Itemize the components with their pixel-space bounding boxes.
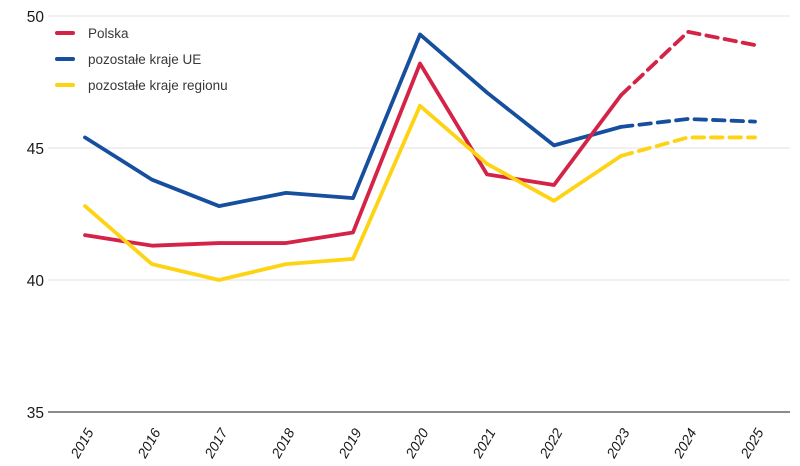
legend-label-pozostale-kraje-regionu: pozostałe kraje regionu	[88, 77, 228, 93]
series-line-polska-forecast	[619, 29, 757, 98]
series-line-polska	[83, 61, 623, 248]
series-line-pozosta-e-kraje-regionu	[83, 103, 623, 282]
x-tick-label-2015: 2015	[67, 425, 97, 461]
series-line-pozosta-e-kraje-ue	[83, 32, 623, 208]
legend-line-swatch-pozostale-kraje-regionu-icon	[55, 82, 75, 88]
series-line-pozosta-e-kraje-regionu-forecast	[619, 135, 757, 158]
legend-label-polska: Polska	[88, 25, 129, 41]
legend-item-pozostale-kraje-regionu: pozostałe kraje regionu	[55, 72, 228, 98]
x-tick-label-2020: 2020	[402, 425, 432, 461]
y-tick-label-45: 45	[27, 141, 44, 158]
y-tick-label-50: 50	[27, 9, 45, 26]
x-tick-label-2024: 2024	[670, 425, 700, 461]
x-tick-label-2025: 2025	[737, 425, 767, 461]
x-tick-label-2023: 2023	[603, 425, 633, 461]
x-tick-label-2022: 2022	[536, 425, 566, 461]
x-tick-label-2016: 2016	[134, 425, 164, 461]
legend-line-swatch-pozostale-kraje-ue-icon	[55, 56, 75, 62]
x-tick-label-2019: 2019	[335, 425, 365, 461]
legend-item-polska: Polska	[55, 20, 228, 46]
x-tick-label-2017: 2017	[201, 424, 232, 461]
legend: Polska pozostałe kraje UE pozostałe kraj…	[55, 20, 228, 98]
legend-line-swatch-polska-icon	[55, 30, 75, 36]
legend-label-pozostale-kraje-ue: pozostałe kraje UE	[88, 51, 202, 67]
series-line-pozosta-e-kraje-ue-forecast	[619, 117, 757, 129]
y-tick-label-35: 35	[27, 405, 44, 422]
x-tick-label-2021: 2021	[469, 426, 499, 462]
legend-item-pozostale-kraje-ue: pozostałe kraje UE	[55, 46, 228, 72]
y-tick-label-40: 40	[27, 273, 45, 290]
x-tick-label-2018: 2018	[268, 425, 298, 461]
